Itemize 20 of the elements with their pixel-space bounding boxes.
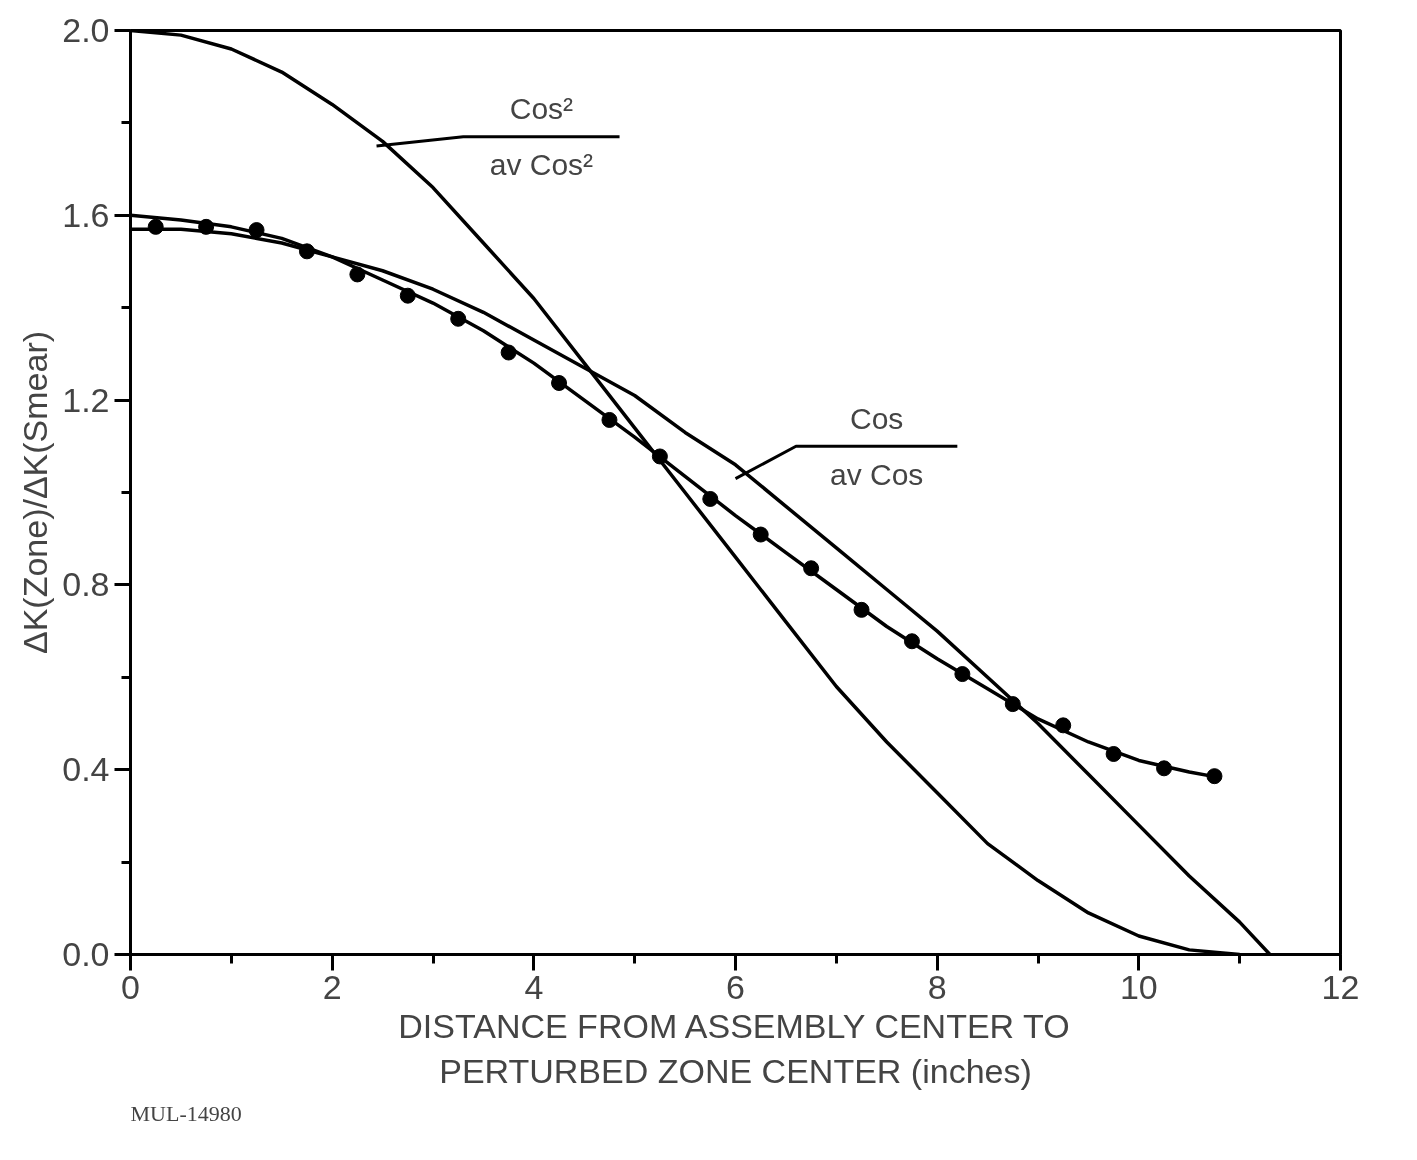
annotation: av Cos² bbox=[489, 148, 594, 182]
x-tick-label: 0 bbox=[121, 967, 140, 1006]
x-tick-label: 12 bbox=[1321, 967, 1360, 1006]
y-tick-label: 2.0 bbox=[62, 11, 110, 49]
y-tick-label: 1.2 bbox=[62, 380, 110, 419]
y-tick-label: 0.8 bbox=[62, 565, 110, 604]
annotation: av Cos bbox=[829, 457, 924, 491]
annotation: Cos bbox=[849, 401, 904, 435]
x-tick-label: 6 bbox=[726, 967, 745, 1006]
x-tick-label: 8 bbox=[927, 967, 947, 1006]
y-tick-label: 0.4 bbox=[62, 750, 110, 789]
y-axis-title: ΔK(Zone)/ΔK(Smear) bbox=[16, 330, 55, 655]
y-tick-label: 1.6 bbox=[62, 195, 110, 234]
x-tick-label: 2 bbox=[322, 967, 342, 1006]
annotation: Cos² bbox=[509, 92, 574, 126]
x-tick-label: 4 bbox=[524, 967, 544, 1006]
y-tick-label: 0.0 bbox=[62, 935, 110, 973]
x-axis-title: DISTANCE FROM ASSEMBLY CENTER TO PERTURBED ZONE CENTER (inches) bbox=[398, 1006, 1070, 1091]
x-tick-label: 10 bbox=[1119, 967, 1158, 1006]
text: MUL-14980 bbox=[130, 1100, 242, 1126]
